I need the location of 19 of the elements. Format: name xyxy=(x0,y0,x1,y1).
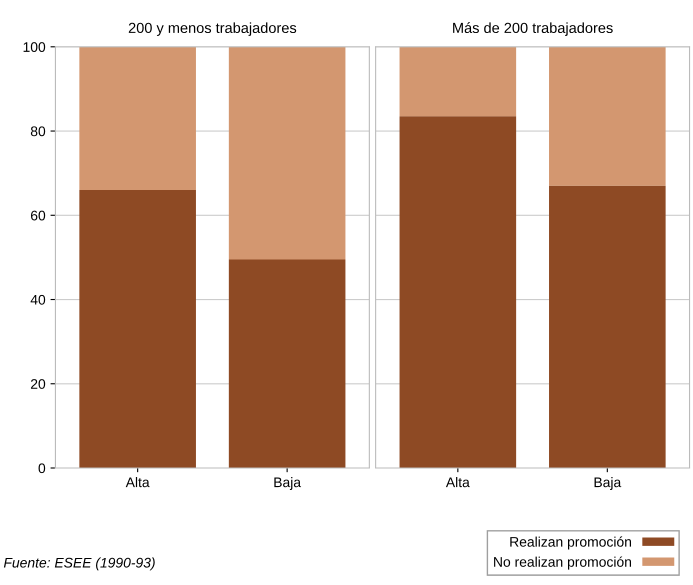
x-tick-label: Alta xyxy=(446,477,470,488)
y-tick-label: 80 xyxy=(30,126,46,136)
chart-title: Más de 200 trabajadores xyxy=(453,22,613,36)
y-tick-label: 100 xyxy=(24,42,46,52)
bar xyxy=(79,46,196,190)
legend-label: No realizan promoción xyxy=(494,556,632,570)
x-tick-label: Baja xyxy=(594,477,622,490)
source-note: Fuente: ESEE (1990-93) xyxy=(4,557,155,570)
chart-title: 200 y menos trabajadores xyxy=(128,22,296,36)
y-tick-label: 0 xyxy=(38,463,46,474)
y-tick-label: 20 xyxy=(30,379,46,389)
y-tick-label: 60 xyxy=(30,210,46,220)
bar xyxy=(228,46,346,260)
y-tick-label: 40 xyxy=(30,294,46,305)
x-tick-label: Baja xyxy=(274,477,302,490)
legend-label: Realizan promoción xyxy=(510,536,632,550)
x-tick-label: Alta xyxy=(126,477,150,488)
bar xyxy=(79,190,196,468)
bar xyxy=(228,260,346,468)
